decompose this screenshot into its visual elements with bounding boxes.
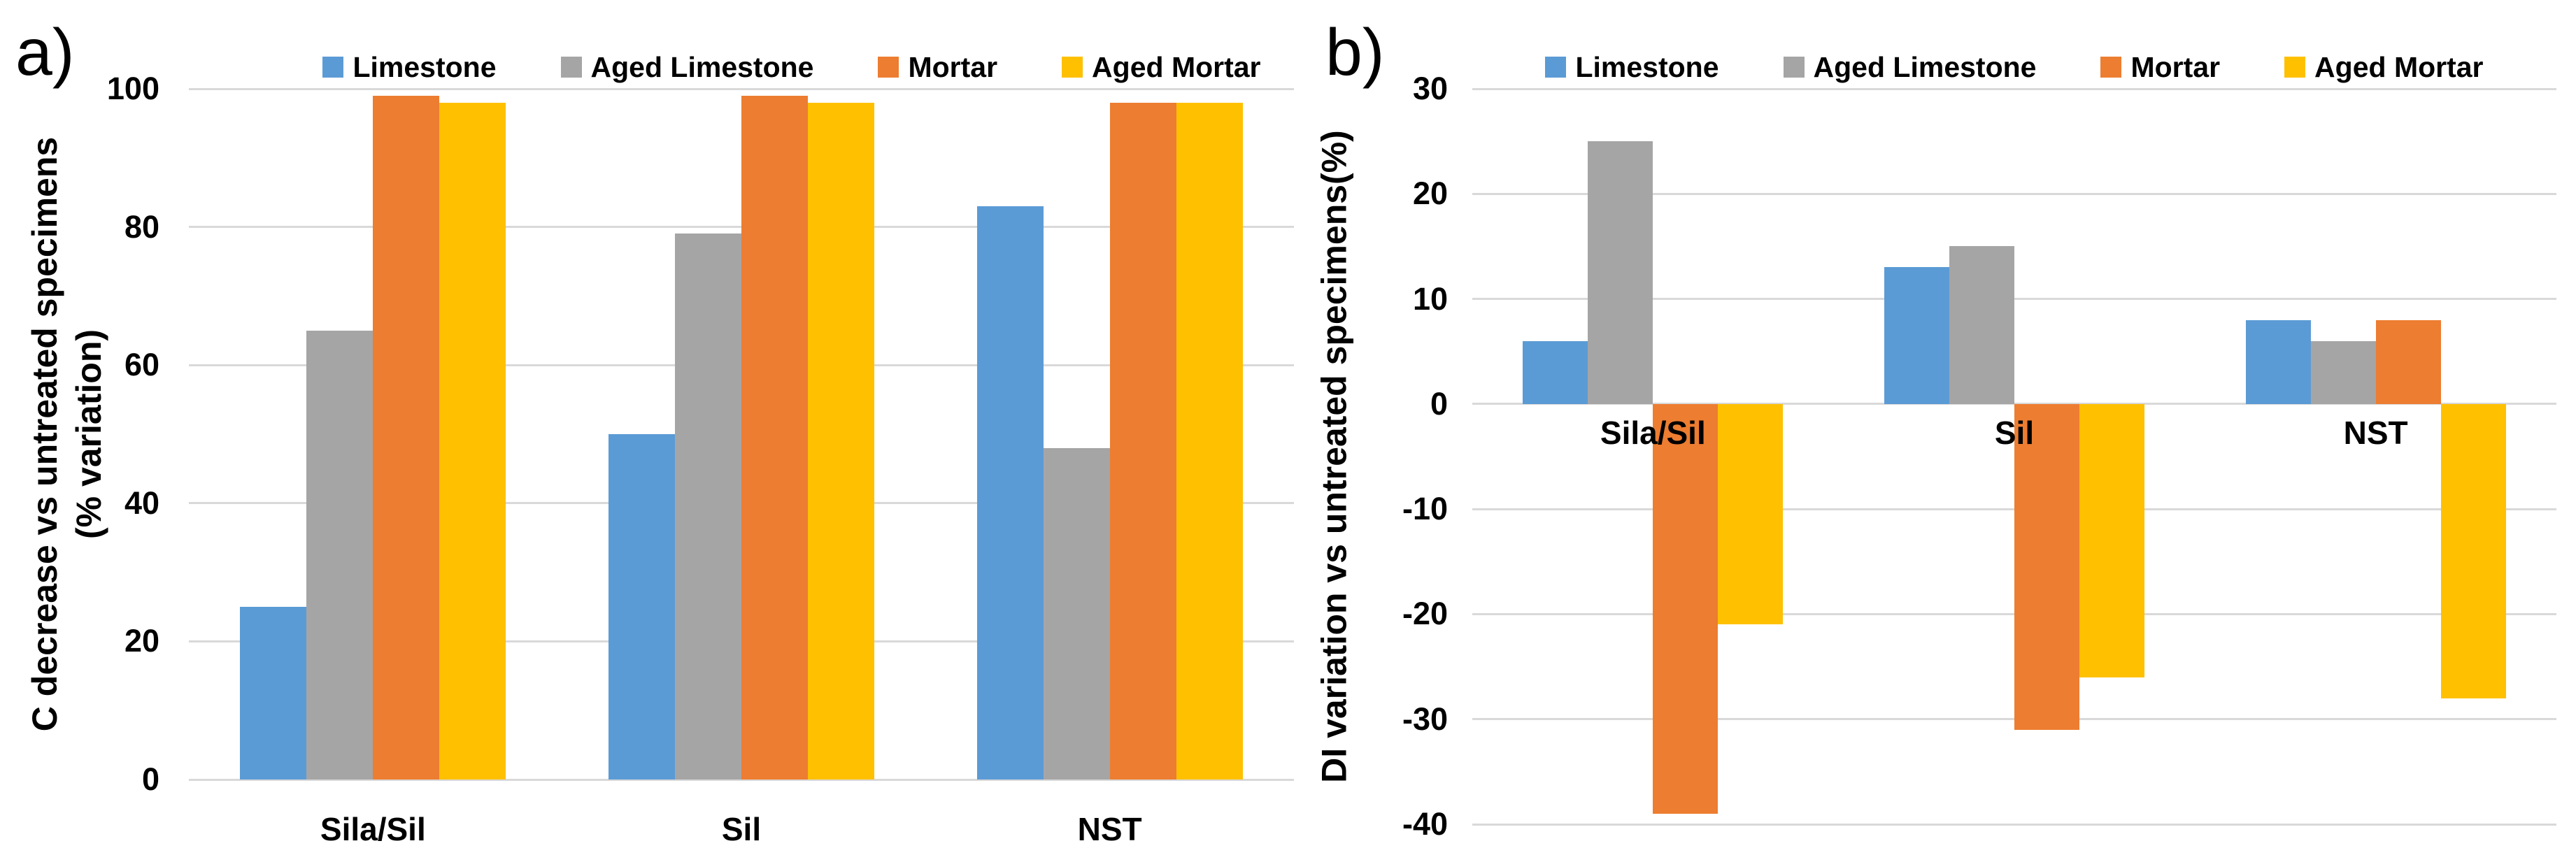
bar-aged-limestone-sil [1949,246,2014,404]
y-tick-label-20: 20 [1412,175,1448,212]
bar-aged-mortar-nst [2440,403,2506,698]
legend-label-aged-mortar: Aged Mortar [1092,50,1261,83]
y-tick-label-100: 100 [106,71,159,106]
legend-swatch-mortar [878,57,899,78]
legend-swatch-aged-mortar [2284,57,2306,78]
y-tick-label-10: 10 [1412,280,1448,317]
x-category-label-nst: NST [2343,414,2408,451]
bar-limestone-nst [2245,319,2311,404]
panel-label-a: a) [15,15,75,89]
legend-label-aged-limestone: Aged Limestone [590,50,814,83]
legend-b: Limestone Aged Limestone Mortar Aged Mortar [1364,46,2576,88]
x-category-label-sil: Sil [1994,414,2035,451]
gridline-10 [1472,298,2556,301]
y-tick-label--40: -40 [1402,806,1448,842]
bar-aged-limestone-nst [1043,447,1110,780]
legend-label-limestone: Limestone [353,50,497,83]
legend-item-aged-limestone: Aged Limestone [1783,50,2037,83]
x-category-label-sil: Sil [721,811,762,847]
legend-label-aged-limestone: Aged Limestone [1813,50,2037,83]
legend-swatch-limestone [1545,57,1567,78]
gridline-20 [1472,192,2556,195]
bar-aged-mortar-nst [1176,102,1243,780]
x-category-label-nst: NST [1077,811,1142,847]
legend-item-aged-mortar: Aged Mortar [1062,50,1261,83]
bar-mortar-sil [2014,403,2079,730]
legend-swatch-aged-limestone [1783,57,1805,78]
y-axis-title-b: DI variation vs untreated specimens(%) [1314,130,1354,783]
legend-item-mortar: Mortar [878,50,998,83]
legend-label-aged-mortar: Aged Mortar [2314,50,2484,83]
bar-aged-limestone-sil [675,234,741,780]
legend-swatch-mortar [2100,57,2122,78]
bar-aged-mortar-sila-sil [439,102,506,780]
legend-item-limestone: Limestone [322,50,497,83]
bar-mortar-sila-sil [1653,403,1718,814]
bar-limestone-sil [1884,267,1949,404]
legend-swatch-limestone [322,57,344,78]
bar-mortar-nst [1109,102,1176,780]
bar-aged-limestone-sila-sil [1588,141,1653,404]
bar-limestone-sil [609,434,675,780]
y-tick-label-0: 0 [1430,385,1448,422]
gridline--40 [1472,823,2556,826]
bar-aged-mortar-sil [808,102,874,780]
bar-limestone-sila-sil [240,607,307,780]
bar-aged-mortar-sil [2079,403,2144,677]
bar-aged-limestone-nst [2310,340,2376,404]
legend-swatch-aged-mortar [1062,57,1083,78]
gridline-30 [1472,87,2556,90]
bar-mortar-sil [741,95,808,780]
y-tick-label-0: 0 [141,761,159,797]
legend-item-mortar: Mortar [2100,50,2221,83]
legend-a: Limestone Aged Limestone Mortar Aged Mortar [141,46,1442,88]
bar-aged-limestone-sila-sil [306,330,373,780]
x-category-label-sila-sil: Sila/Sil [320,811,426,847]
bar-limestone-nst [976,206,1044,780]
y-tick-label-30: 30 [1412,71,1448,106]
y-tick-label-20: 20 [124,623,159,659]
y-tick-label--10: -10 [1402,491,1448,527]
gridline-0 [189,778,1294,781]
legend-item-aged-mortar: Aged Mortar [2284,50,2484,83]
bar-aged-mortar-sila-sil [1718,403,1784,625]
bar-mortar-sila-sil [373,95,440,780]
bar-limestone-sila-sil [1523,340,1588,404]
gridline-100 [189,87,1294,90]
legend-item-aged-limestone: Aged Limestone [560,50,814,83]
legend-item-limestone: Limestone [1545,50,1719,83]
legend-label-limestone: Limestone [1575,50,1719,83]
y-tick-label--20: -20 [1402,596,1448,632]
y-tick-label-80: 80 [124,208,159,245]
legend-label-mortar: Mortar [2130,50,2221,83]
x-category-label-sila-sil: Sila/Sil [1600,414,1706,451]
legend-swatch-aged-limestone [560,57,582,78]
panel-label-b: b) [1325,15,1385,89]
y-tick-label-60: 60 [124,347,159,383]
bar-mortar-nst [2375,319,2441,404]
y-tick-label-40: 40 [124,484,159,521]
legend-label-mortar: Mortar [908,50,998,83]
y-tick-label--30: -30 [1402,701,1448,737]
